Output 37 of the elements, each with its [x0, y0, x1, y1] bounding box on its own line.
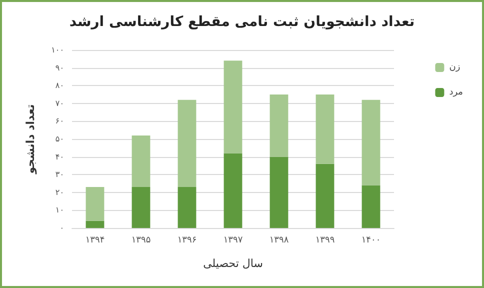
- bar: [86, 187, 104, 221]
- y-tick-label: ۱۰۰: [51, 46, 64, 54]
- x-axis-title: سال تحصیلی: [203, 257, 263, 270]
- y-tick-label: ۵۰: [55, 134, 64, 144]
- bar: [224, 60, 242, 154]
- y-tick-label: ۹۰: [55, 63, 64, 72]
- bar: [178, 100, 196, 188]
- y-tick-label: ۰: [60, 224, 64, 232]
- chart-title: تعداد دانشجویان ثبت نامی مقطع کارشناسی ارشد: [69, 14, 415, 30]
- bar: [132, 135, 150, 188]
- legend-label: زن: [449, 62, 460, 72]
- x-tick-label: ۱۳۹۵: [131, 236, 151, 246]
- bar: [362, 100, 380, 186]
- x-tick-label: ۱۴۰۰: [361, 236, 381, 246]
- y-axis-title: تعداد دانشجو: [24, 104, 37, 175]
- y-tick-label: ۳۰: [55, 170, 64, 180]
- y-tick-label: ۷۰: [55, 98, 64, 108]
- y-tick-label: ۱۰: [55, 206, 64, 215]
- y-tick-label: ۴۰: [55, 152, 64, 162]
- y-tick-label: ۸۰: [55, 81, 64, 90]
- bar: [316, 164, 334, 228]
- y-tick-label: ۶۰: [55, 116, 64, 126]
- bar: [132, 187, 150, 228]
- y-tick-label: ۲۰: [55, 188, 64, 197]
- x-tick-label: ۱۳۹۸: [269, 236, 289, 246]
- legend-label: مرد: [449, 88, 464, 98]
- x-tick-label: ۱۳۹۹: [315, 236, 335, 246]
- bar: [362, 185, 380, 228]
- bar: [270, 156, 288, 228]
- bar: [270, 94, 288, 157]
- bar: [316, 94, 334, 164]
- bar: [178, 187, 196, 228]
- x-tick-label: ۱۳۹۶: [177, 236, 197, 246]
- x-tick-label: ۱۳۹۷: [223, 236, 243, 246]
- bar: [86, 220, 104, 228]
- x-tick-label: ۱۳۹۴: [85, 236, 105, 246]
- bar: [224, 153, 242, 228]
